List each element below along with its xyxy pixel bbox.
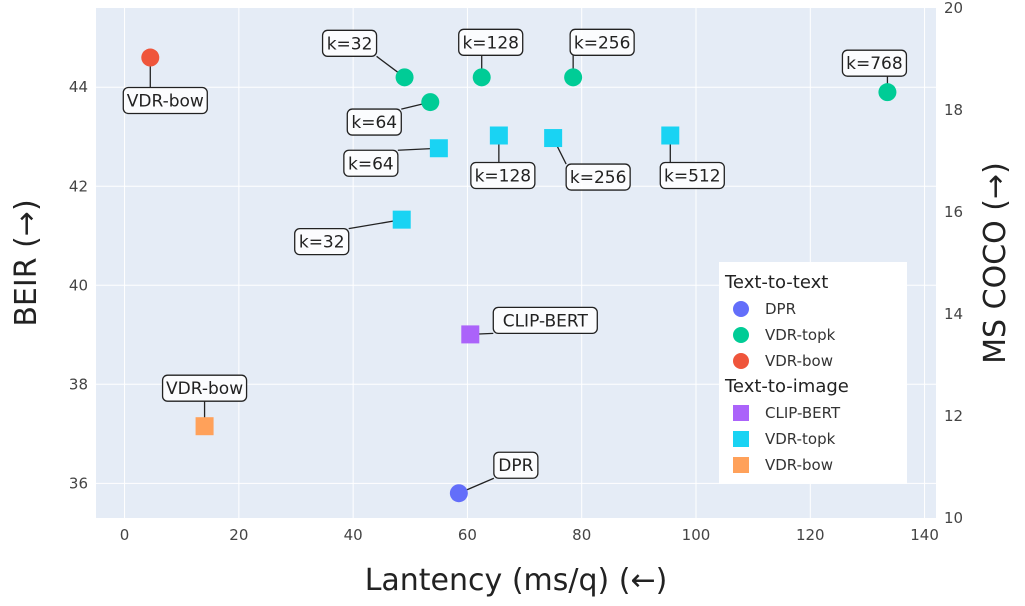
annotation-label: k=64 bbox=[351, 113, 397, 133]
data-point-square bbox=[661, 126, 680, 145]
annotation-label: DPR bbox=[498, 456, 533, 476]
y2-tick-label: 18 bbox=[944, 101, 963, 119]
annotation-label: k=128 bbox=[462, 33, 519, 53]
data-point-circle bbox=[472, 68, 491, 87]
legend-group-title: Text-to-text bbox=[724, 272, 828, 293]
legend-group-title: Text-to-image bbox=[724, 376, 849, 397]
annotation-label: k=32 bbox=[299, 233, 345, 253]
annotation-layer: DPR k=32 k=64 k=128 k=256 k=768 VDR-bow CLIP-BE… bbox=[122, 28, 908, 494]
annotation-box bbox=[569, 28, 635, 56]
y-tick-label: 36 bbox=[69, 474, 88, 492]
x-tick-label: 0 bbox=[120, 526, 130, 544]
data-point-circle bbox=[449, 484, 468, 503]
annotation-box bbox=[841, 49, 908, 77]
y2-tick-label: 14 bbox=[944, 305, 963, 323]
data-point-square bbox=[429, 139, 448, 158]
legend-entry-label: CLIP-BERT bbox=[765, 404, 841, 422]
x-tick-label: 80 bbox=[572, 526, 591, 544]
marker-layer bbox=[141, 48, 897, 503]
annotation-label: CLIP-BERT bbox=[503, 311, 589, 331]
annotation-box bbox=[493, 451, 539, 479]
x-tick-label: 60 bbox=[458, 526, 477, 544]
legend-marker-circle bbox=[733, 327, 749, 343]
annotation-label: k=128 bbox=[475, 167, 532, 187]
annotation-label: VDR-bow bbox=[166, 379, 243, 399]
legend-entry-label: VDR-topk bbox=[765, 430, 836, 448]
annotation-label: k=768 bbox=[846, 54, 903, 74]
data-point-circle bbox=[141, 48, 160, 67]
data-point-square bbox=[544, 129, 563, 148]
annotation-box bbox=[470, 161, 536, 190]
annotation-box bbox=[161, 374, 248, 402]
y2-tick-label: 10 bbox=[944, 509, 963, 527]
data-point-square bbox=[461, 325, 480, 344]
data-point-square bbox=[392, 210, 411, 229]
x-tick-label: 100 bbox=[682, 526, 711, 544]
y-axis-title: BEIR (→) bbox=[9, 199, 44, 326]
legend-marker-square bbox=[733, 405, 749, 421]
annotation-label: k=32 bbox=[327, 34, 373, 54]
y-tick-label: 42 bbox=[69, 177, 88, 195]
data-point-circle bbox=[395, 68, 414, 87]
x-tick-label: 40 bbox=[344, 526, 363, 544]
data-point-circle bbox=[878, 83, 897, 102]
annotation-box bbox=[343, 149, 399, 177]
annotation-label: k=64 bbox=[348, 154, 394, 174]
annotation-label: k=256 bbox=[574, 33, 631, 53]
legend-marker-circle bbox=[733, 301, 749, 317]
y-tick-label: 38 bbox=[69, 375, 88, 393]
y2-tick-label: 12 bbox=[944, 407, 963, 425]
legend-entry-label: VDR-bow bbox=[765, 352, 833, 370]
x-tick-label: 140 bbox=[910, 526, 939, 544]
annotation-box bbox=[565, 163, 631, 191]
data-point-square bbox=[195, 417, 214, 436]
annotation-box bbox=[492, 306, 598, 335]
y2-axis-title: MS COCO (→) bbox=[978, 162, 1013, 364]
annotation-box bbox=[294, 227, 350, 256]
y2-tick-label: 20 bbox=[944, 0, 963, 17]
x-tick-label: 20 bbox=[229, 526, 248, 544]
y2-tick-label: 16 bbox=[944, 203, 963, 221]
legend-marker-square bbox=[733, 431, 749, 447]
x-axis-title: Lantency (ms/q) (←) bbox=[365, 563, 668, 598]
annotation-label: VDR-bow bbox=[127, 92, 204, 112]
data-point-circle bbox=[421, 93, 440, 112]
legend-background bbox=[719, 262, 907, 484]
legend-entry-label: VDR-topk bbox=[765, 326, 836, 344]
data-point-circle bbox=[564, 68, 583, 87]
annotation-box bbox=[458, 28, 524, 56]
annotation-label: k=512 bbox=[664, 167, 721, 187]
annotation-box bbox=[122, 86, 208, 115]
annotation-box bbox=[346, 108, 402, 136]
annotation-box bbox=[659, 161, 725, 190]
legend: Text-to-text DPR VDR-topk VDR-bow Text-to-im… bbox=[719, 262, 907, 484]
annotation-box bbox=[321, 29, 378, 57]
annotation-label: k=256 bbox=[570, 168, 627, 188]
x-tick-label: 120 bbox=[796, 526, 825, 544]
legend-entry-label: VDR-bow bbox=[765, 456, 833, 474]
legend-marker-circle bbox=[733, 353, 749, 369]
y-tick-label: 44 bbox=[69, 78, 88, 96]
data-point-square bbox=[489, 126, 508, 145]
y-tick-label: 40 bbox=[69, 276, 88, 294]
legend-entry-label: DPR bbox=[765, 300, 796, 318]
legend-marker-square bbox=[733, 457, 749, 473]
